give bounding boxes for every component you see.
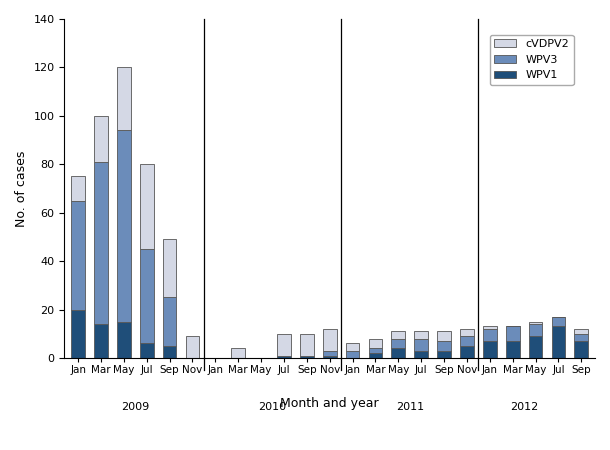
Bar <box>346 351 359 358</box>
Bar <box>94 162 108 324</box>
Bar <box>71 201 85 310</box>
Bar <box>231 348 245 358</box>
Bar <box>437 341 451 351</box>
Bar <box>460 336 474 346</box>
Text: 2009: 2009 <box>121 401 149 412</box>
Bar <box>163 297 176 346</box>
Bar <box>140 343 154 358</box>
Bar <box>323 329 337 351</box>
Bar <box>323 351 337 356</box>
Bar <box>551 327 565 358</box>
Bar <box>575 341 588 358</box>
Bar <box>140 249 154 343</box>
Bar <box>94 324 108 358</box>
Bar <box>140 164 154 249</box>
Bar <box>277 356 291 358</box>
Bar <box>368 348 382 353</box>
Bar <box>506 341 520 358</box>
Bar <box>414 331 428 338</box>
Bar <box>185 336 199 358</box>
Bar <box>277 334 291 356</box>
Text: 2012: 2012 <box>510 401 538 412</box>
Bar <box>163 239 176 297</box>
Bar <box>392 331 405 338</box>
Text: 2010: 2010 <box>259 401 287 412</box>
Bar <box>506 327 520 341</box>
Bar <box>117 68 131 130</box>
Bar <box>460 346 474 358</box>
Bar <box>392 338 405 348</box>
Bar <box>483 341 497 358</box>
Bar <box>163 346 176 358</box>
Bar <box>414 351 428 358</box>
Bar <box>71 176 85 201</box>
Bar <box>483 329 497 341</box>
Bar <box>71 310 85 358</box>
Legend: cVDPV2, WPV3, WPV1: cVDPV2, WPV3, WPV1 <box>490 35 573 85</box>
Bar <box>437 331 451 341</box>
Bar <box>368 338 382 348</box>
Y-axis label: No. of cases: No. of cases <box>15 150 28 227</box>
Bar <box>117 130 131 322</box>
Bar <box>368 353 382 358</box>
Bar <box>575 329 588 334</box>
Bar <box>323 356 337 358</box>
Text: 2011: 2011 <box>396 401 424 412</box>
X-axis label: Month and year: Month and year <box>281 397 379 410</box>
Bar <box>460 329 474 336</box>
Bar <box>414 338 428 351</box>
Bar <box>300 356 314 358</box>
Bar <box>551 317 565 327</box>
Bar <box>346 343 359 351</box>
Bar <box>483 327 497 329</box>
Bar <box>529 322 542 324</box>
Bar <box>575 334 588 341</box>
Bar <box>529 324 542 336</box>
Bar <box>529 336 542 358</box>
Bar <box>94 116 108 162</box>
Bar <box>300 334 314 356</box>
Bar <box>437 351 451 358</box>
Bar <box>392 348 405 358</box>
Bar <box>117 322 131 358</box>
